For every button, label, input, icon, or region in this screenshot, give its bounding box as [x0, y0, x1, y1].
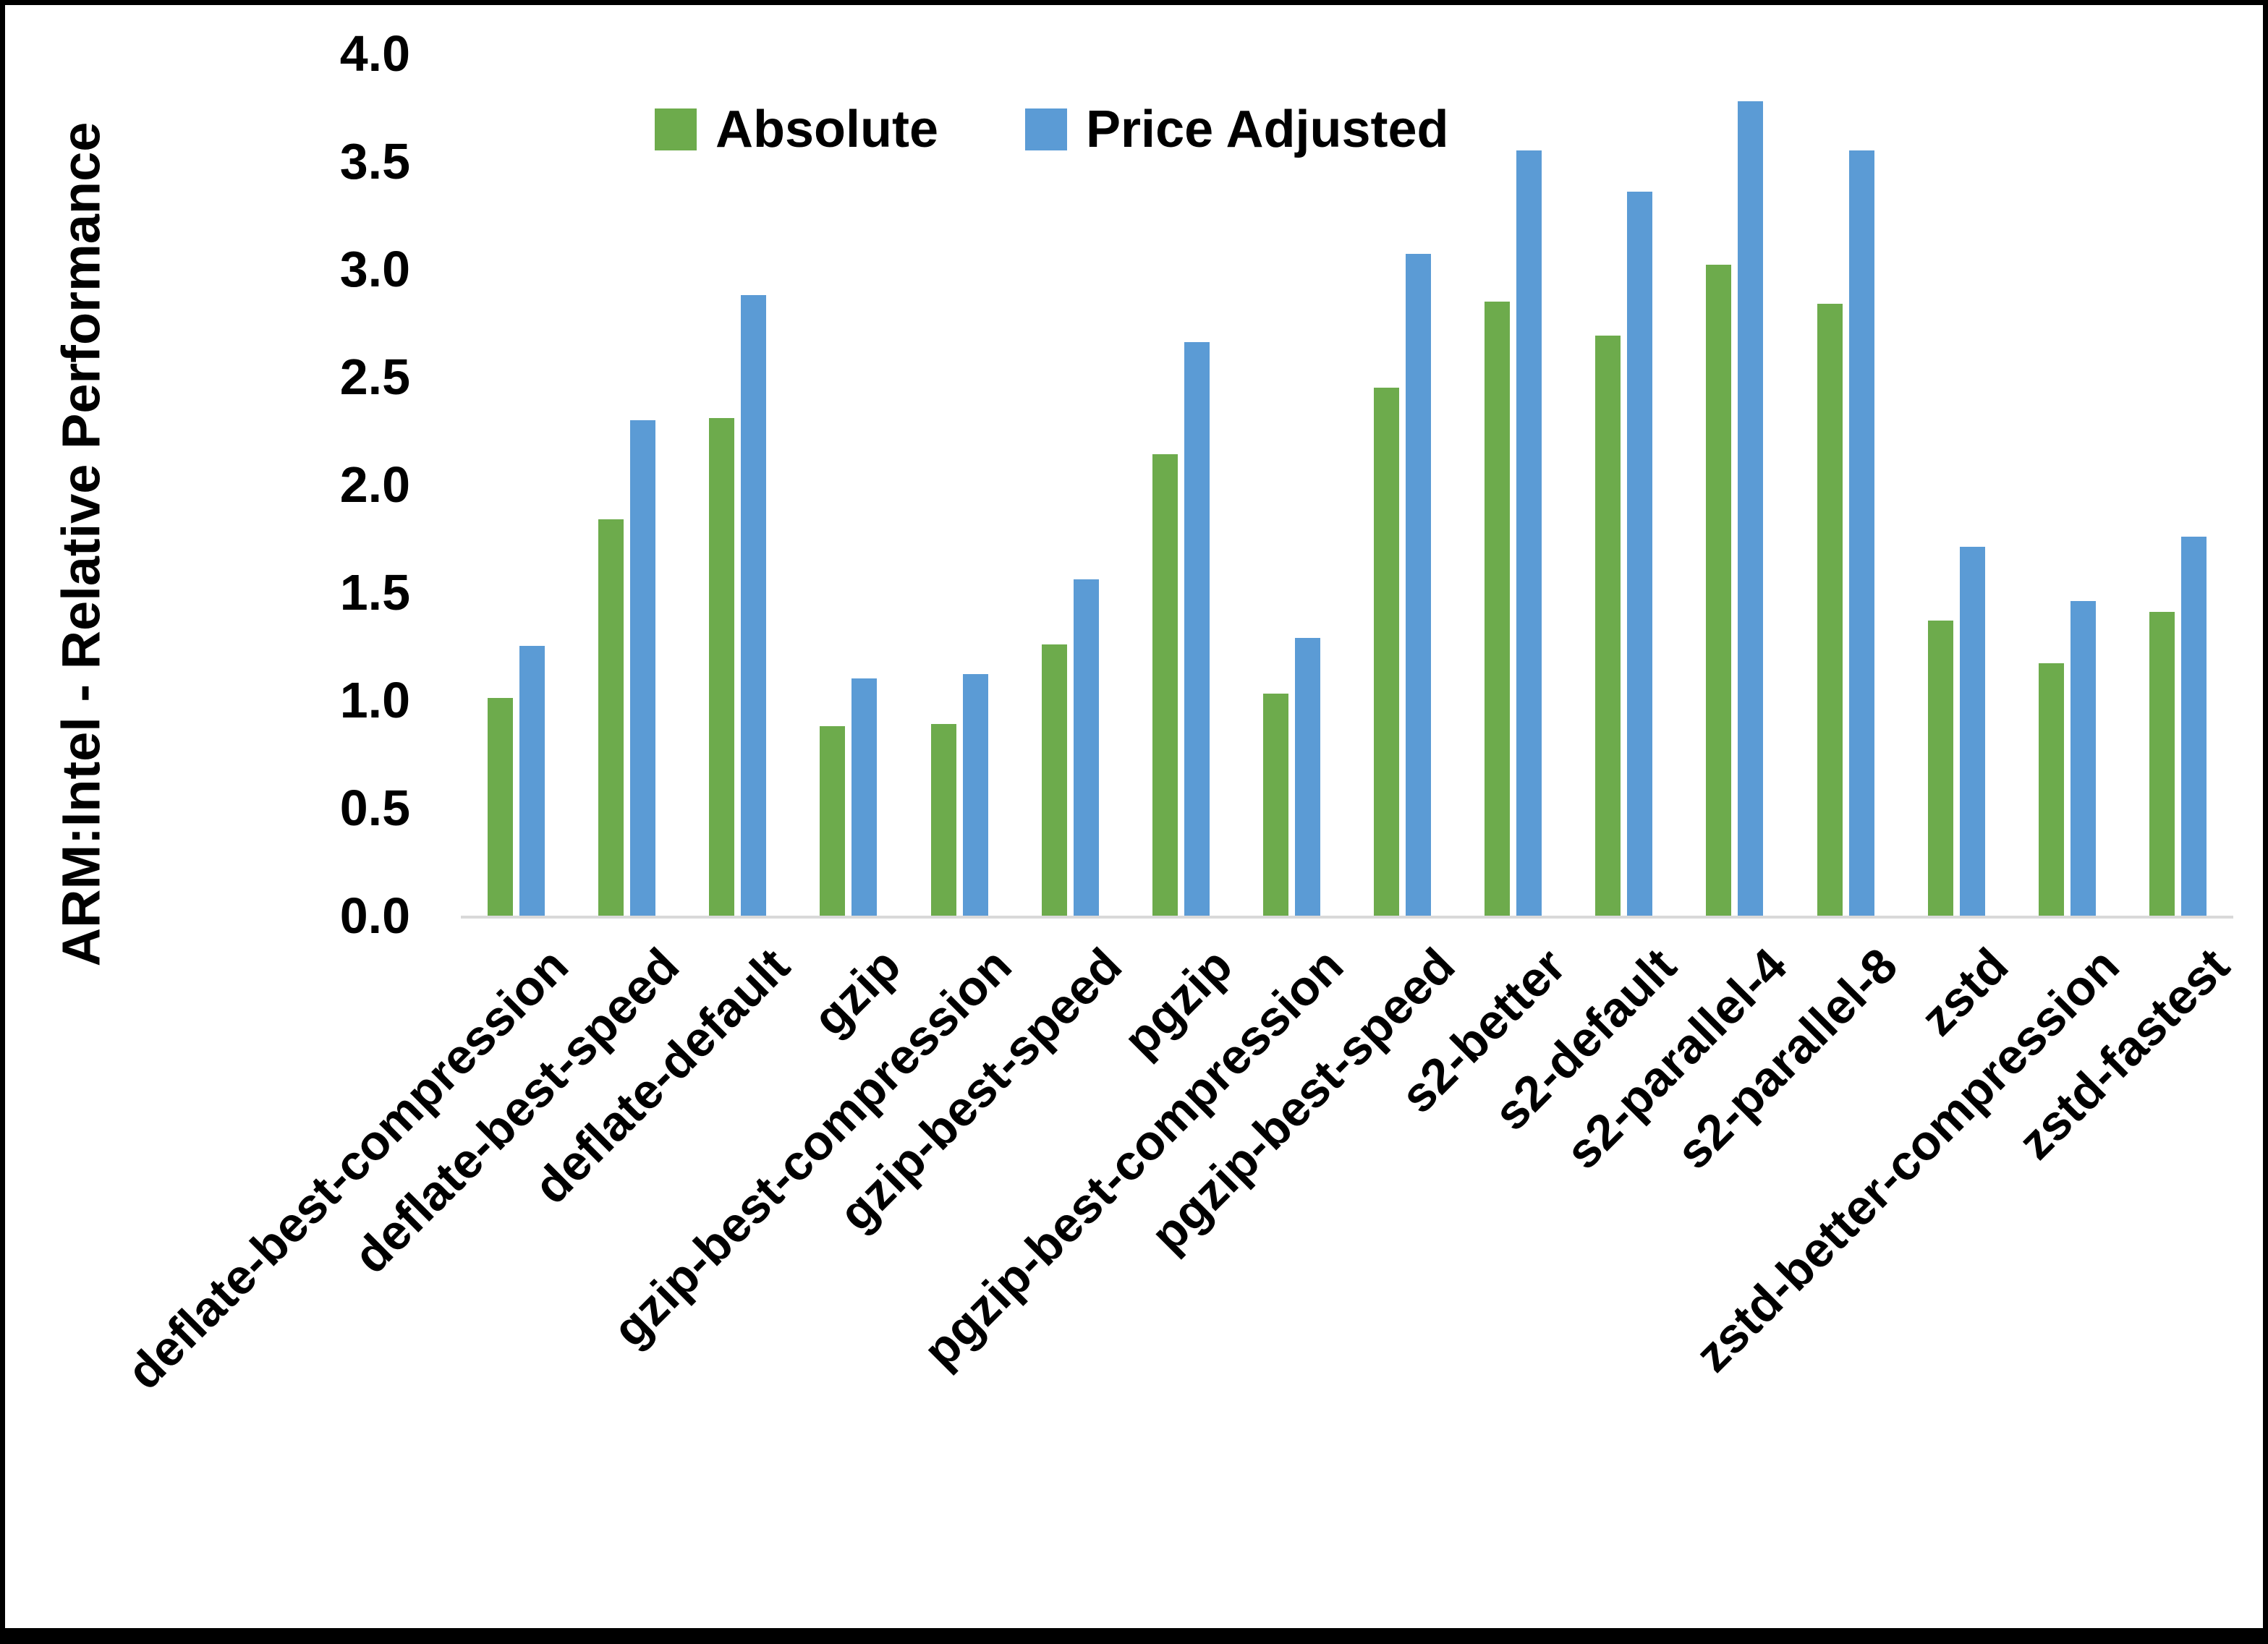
y-tick-3.0: 3.0	[339, 241, 410, 297]
bar-zstd-better-compression-absolute	[2039, 663, 2064, 916]
bar-deflate-default-absolute	[709, 418, 734, 916]
legend-label: Price Adjusted	[1086, 101, 1449, 158]
y-tick-1.0: 1.0	[339, 672, 410, 728]
bar-s2-parallel-4-price-adjusted	[1738, 101, 1763, 916]
bar-s2-default-price-adjusted	[1627, 192, 1652, 916]
legend-label: Absolute	[715, 101, 939, 158]
y-tick-1.5: 1.5	[339, 564, 410, 621]
y-axis-title: ARM:Intel - Relative Performance	[51, 122, 111, 966]
bar-s2-parallel-8-price-adjusted	[1849, 150, 1874, 916]
y-tick-0.0: 0.0	[339, 887, 410, 944]
bar-gzip-absolute	[820, 726, 845, 916]
bar-s2-parallel-4-absolute	[1706, 265, 1731, 916]
y-tick-2.5: 2.5	[339, 349, 410, 405]
bar-deflate-best-compression-price-adjusted	[519, 646, 545, 916]
x-label-deflate-best-compression: deflate-best-compression	[116, 937, 579, 1400]
bar-zstd-absolute	[1928, 621, 1953, 916]
bar-pgzip-best-speed-absolute	[1374, 388, 1399, 916]
bar-pgzip-best-compression-absolute	[1263, 694, 1288, 916]
y-tick-2.0: 2.0	[339, 456, 410, 513]
bar-gzip-best-speed-price-adjusted	[1074, 579, 1099, 916]
bar-zstd-price-adjusted	[1960, 547, 1985, 916]
bar-pgzip-best-compression-price-adjusted	[1295, 638, 1320, 916]
bar-s2-better-price-adjusted	[1516, 150, 1542, 916]
legend-swatch-icon	[1025, 108, 1068, 150]
bar-zstd-better-compression-price-adjusted	[2070, 601, 2096, 916]
legend: Absolute Price Adjusted	[655, 103, 1448, 156]
bar-deflate-best-speed-price-adjusted	[630, 420, 655, 916]
bar-deflate-best-speed-absolute	[598, 519, 624, 916]
bar-deflate-best-compression-absolute	[488, 698, 513, 916]
bar-gzip-best-speed-absolute	[1042, 644, 1067, 916]
legend-swatch-icon	[655, 108, 697, 150]
bar-gzip-best-compression-absolute	[931, 724, 956, 916]
y-tick-0.5: 0.5	[339, 780, 410, 836]
bar-gzip-price-adjusted	[851, 678, 877, 916]
bar-pgzip-price-adjusted	[1184, 342, 1210, 916]
bar-pgzip-best-speed-price-adjusted	[1406, 254, 1431, 916]
y-tick-3.5: 3.5	[339, 133, 410, 189]
bar-pgzip-absolute	[1152, 454, 1178, 916]
y-tick-4.0: 4.0	[339, 25, 410, 82]
bar-deflate-default-price-adjusted	[741, 295, 766, 916]
bar-s2-parallel-8-absolute	[1817, 304, 1843, 916]
bar-zstd-fastest-price-adjusted	[2181, 537, 2207, 916]
legend-item-price-adjusted: Price Adjusted	[1025, 103, 1448, 156]
bar-s2-better-absolute	[1485, 302, 1510, 916]
plot-area	[461, 54, 2233, 919]
legend-item-absolute: Absolute	[655, 103, 938, 156]
y-axis-title-box: ARM:Intel - Relative Performance	[27, 27, 135, 1061]
bar-s2-default-absolute	[1595, 336, 1621, 916]
bar-zstd-fastest-absolute	[2149, 612, 2175, 916]
bar-gzip-best-compression-price-adjusted	[963, 674, 988, 916]
